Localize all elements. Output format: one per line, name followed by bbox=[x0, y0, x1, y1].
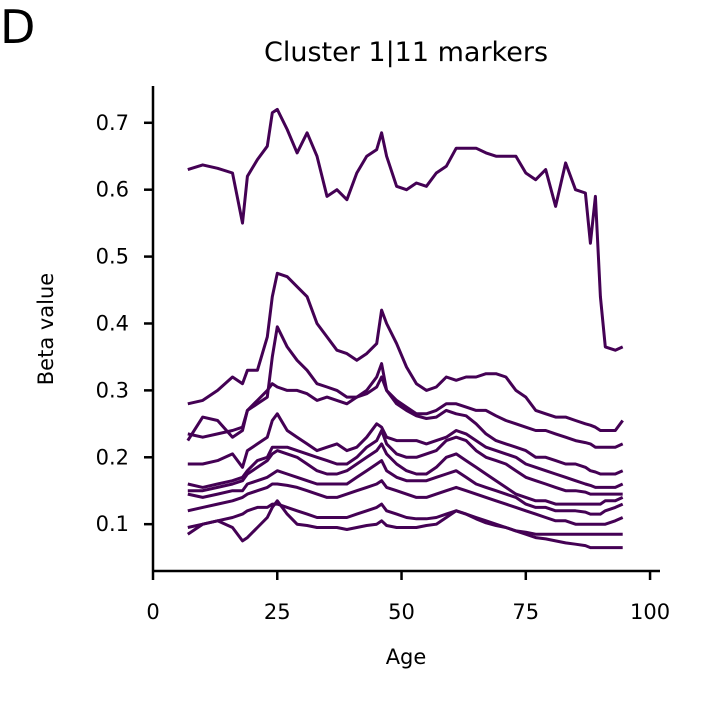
series-line-2 bbox=[187, 271, 624, 432]
y-tick-label: 0.4 bbox=[96, 311, 129, 335]
y-axis-ticks: 0.1 0.2 0.3 0.4 0.5 0.6 0.7 bbox=[96, 111, 153, 536]
series-line-5 bbox=[187, 412, 624, 489]
series-line-10 bbox=[187, 502, 623, 536]
y-tick-label: 0.2 bbox=[96, 445, 129, 469]
series-group bbox=[186, 107, 624, 550]
x-axis-ticks: 0 25 50 75 100 bbox=[146, 571, 670, 624]
series-line-11 bbox=[186, 499, 623, 550]
series-line-7 bbox=[187, 442, 624, 506]
y-tick-label: 0.5 bbox=[96, 245, 129, 269]
x-tick-label: 100 bbox=[630, 600, 670, 624]
x-tick-label: 75 bbox=[512, 600, 539, 624]
y-axis-title: Beta value bbox=[34, 273, 58, 385]
series-line-9 bbox=[187, 479, 624, 526]
series-line-3 bbox=[187, 325, 624, 449]
y-tick-label: 0.1 bbox=[96, 512, 129, 536]
y-tick-label: 0.7 bbox=[96, 111, 129, 135]
series-line-1 bbox=[187, 107, 624, 352]
x-tick-label: 50 bbox=[388, 600, 415, 624]
series-line-4 bbox=[186, 375, 624, 476]
chart-title: Cluster 1|11 markers bbox=[264, 37, 548, 68]
panel-letter: D bbox=[0, 0, 36, 54]
x-tick-label: 25 bbox=[264, 600, 291, 624]
y-tick-label: 0.6 bbox=[96, 178, 129, 202]
series-line-6 bbox=[187, 429, 623, 496]
x-axis-title: Age bbox=[386, 645, 427, 669]
x-tick-label: 0 bbox=[146, 600, 159, 624]
y-tick-label: 0.3 bbox=[96, 378, 129, 402]
series-line-8 bbox=[187, 459, 624, 516]
